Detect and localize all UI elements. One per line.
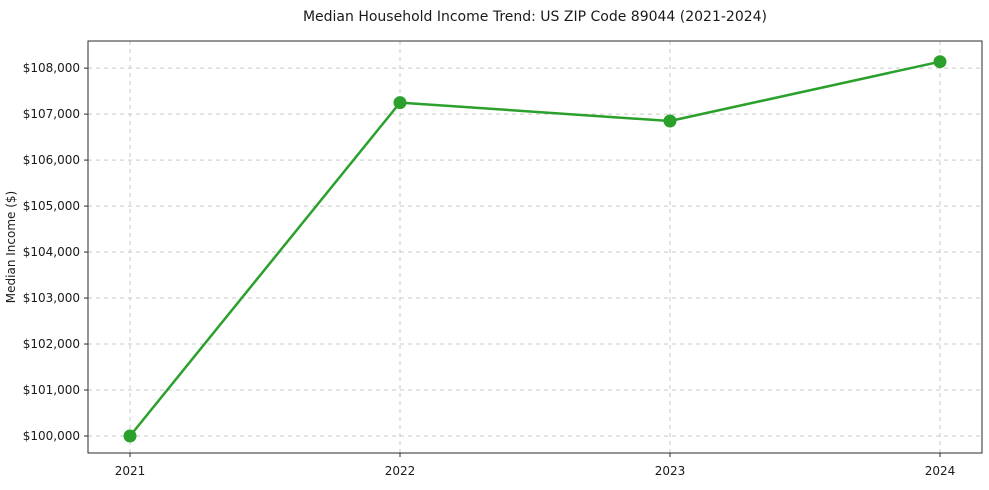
y-tick-label: $108,000	[23, 61, 80, 75]
data-point-marker	[393, 96, 407, 110]
y-tick-label: $103,000	[23, 291, 80, 305]
data-point-marker	[123, 429, 137, 443]
y-tick-label: $100,000	[23, 429, 80, 443]
data-point-marker	[663, 114, 677, 128]
x-tick-label: 2021	[115, 464, 146, 478]
x-tick-label: 2024	[925, 464, 956, 478]
axis-tick-labels: $100,000 $101,000 $102,000 $103,000 $104,000…	[23, 61, 956, 478]
x-tick-label: 2022	[385, 464, 416, 478]
trend-line	[128, 60, 942, 438]
y-tick-label: $104,000	[23, 245, 80, 259]
data-point-marker	[933, 55, 947, 69]
axis-ticks	[84, 67, 941, 457]
y-tick-label: $107,000	[23, 107, 80, 121]
chart-title: Median Household Income Trend: US ZIP Co…	[303, 9, 767, 25]
y-tick-label: $105,000	[23, 199, 80, 213]
y-axis-title: Median Income ($)	[4, 191, 18, 303]
grid-lines	[88, 41, 982, 453]
y-tick-label: $102,000	[23, 337, 80, 351]
x-tick-label: 2023	[655, 464, 686, 478]
y-tick-label: $101,000	[23, 383, 80, 397]
data-series	[123, 55, 947, 443]
y-tick-label: $106,000	[23, 153, 80, 167]
plot-border	[87, 40, 983, 454]
